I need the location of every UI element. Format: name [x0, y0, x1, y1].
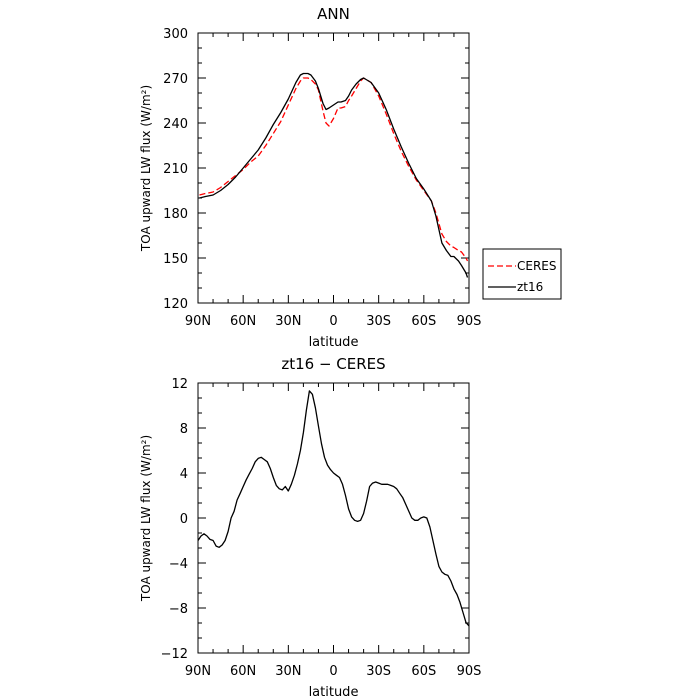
x-tick-label: 60N: [230, 664, 256, 679]
series-line-zt16: [199, 72, 469, 278]
y-tick-label: 300: [163, 27, 188, 42]
y-tick-label: 0: [180, 512, 188, 527]
x-tick-label: 30N: [275, 664, 301, 679]
y-tick-label: −4: [169, 557, 188, 572]
y-axis-label: TOA upward LW flux (W/m²): [139, 85, 153, 252]
x-tick-label: 30S: [366, 314, 391, 329]
x-tick-label: 0: [329, 314, 337, 329]
legend-label: zt16: [517, 280, 543, 294]
x-tick-label: 90S: [457, 314, 482, 329]
legend: CERES zt16: [482, 248, 562, 300]
x-axis-label: latitude: [309, 335, 359, 350]
y-tick-label: 120: [163, 297, 188, 312]
x-tick-label: 60N: [230, 314, 256, 329]
x-tick-label: 60S: [411, 314, 436, 329]
chart-title: ANN: [317, 5, 350, 23]
x-tick-label: 60S: [411, 664, 436, 679]
x-tick-label: 0: [329, 664, 337, 679]
x-tick-label: 30N: [275, 314, 301, 329]
plot-frame: [197, 32, 470, 304]
y-tick-label: 210: [163, 162, 188, 177]
series-line-difference: [197, 390, 470, 627]
y-tick-label: 270: [163, 72, 188, 87]
y-tick-label: 12: [171, 377, 188, 392]
x-tick-label: 90S: [457, 664, 482, 679]
y-tick-label: −8: [169, 602, 188, 617]
series-line-ceres: [199, 77, 469, 262]
y-tick-label: 8: [180, 422, 188, 437]
legend-label: CERES: [517, 259, 557, 273]
y-tick-label: 180: [163, 207, 188, 222]
y-tick-label: 150: [163, 252, 188, 267]
legend-box: [482, 248, 562, 300]
y-axis-label: TOA upward LW flux (W/m²): [139, 435, 153, 602]
plot-frame: [197, 382, 470, 654]
x-tick-label: 90N: [185, 664, 211, 679]
y-tick-label: 4: [180, 467, 188, 482]
chart-title: zt16 − CERES: [281, 355, 385, 373]
y-tick-label: −12: [161, 647, 188, 662]
chart-panel-2: zt16 − CERES 90N 60N 30N 0 30S 60S 90S −12 −8 −4 0 4…: [139, 355, 481, 700]
y-tick-label: 240: [163, 117, 188, 132]
x-axis-label: latitude: [309, 685, 359, 700]
x-tick-label: 30S: [366, 664, 391, 679]
chart-panel-1: ANN 90N 60N 30N 0 30S 60S 90S 120 150 180 210 240 270…: [139, 5, 562, 350]
x-tick-label: 90N: [185, 314, 211, 329]
